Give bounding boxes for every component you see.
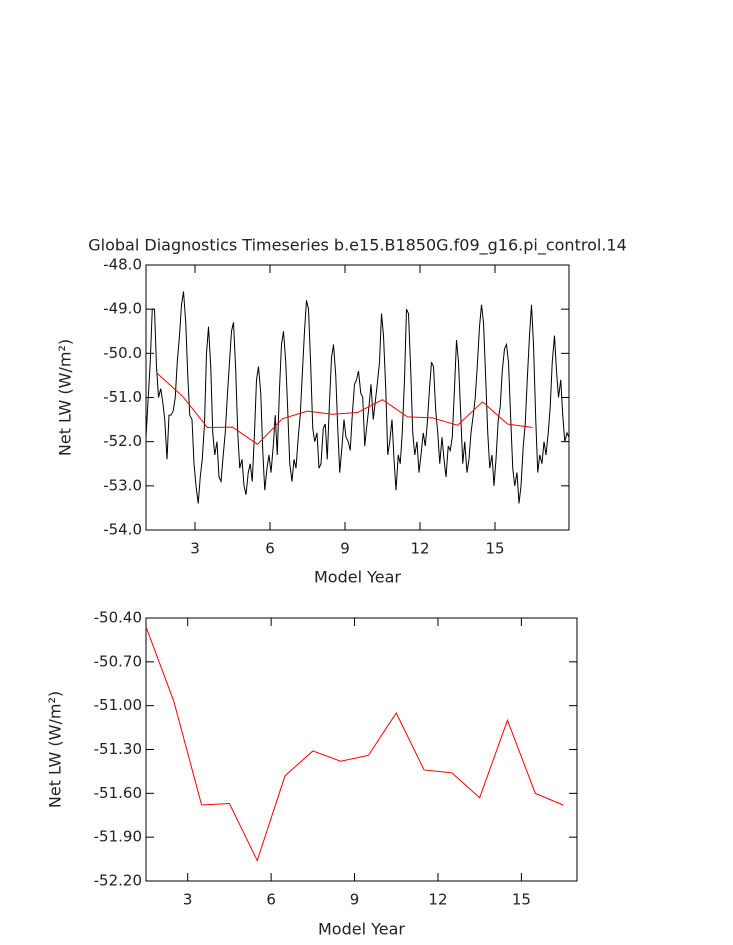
x-axis-label: Model Year — [314, 568, 401, 587]
y-tick-label: -51.00 — [94, 696, 142, 714]
x-tick-label: 3 — [190, 540, 200, 558]
y-tick-label: -53.0 — [103, 476, 142, 494]
x-tick-label: 9 — [350, 891, 360, 909]
x-tick-label: 12 — [428, 891, 447, 909]
x-tick-label: 15 — [512, 891, 531, 909]
y-axis-label: Net LW (W/m²) — [46, 691, 65, 808]
x-tick-label: 3 — [183, 891, 193, 909]
y-tick-label: -51.30 — [94, 740, 142, 758]
y-tick-label: -50.40 — [94, 609, 142, 627]
x-tick-label: 12 — [410, 540, 429, 558]
x-tick-label: 15 — [485, 540, 504, 558]
y-tick-label: -52.0 — [103, 432, 142, 450]
x-tick-label: 9 — [340, 540, 350, 558]
y-tick-label: -51.0 — [103, 388, 142, 406]
y-tick-label: -51.60 — [94, 784, 142, 802]
x-axis-label: Model Year — [318, 920, 405, 939]
y-tick-label: -51.90 — [94, 828, 142, 846]
y-tick-label: -50.0 — [103, 344, 142, 362]
plot-frame — [145, 617, 578, 882]
y-axis-label: Net LW (W/m²) — [56, 339, 75, 456]
y-tick-label: -54.0 — [103, 521, 142, 539]
data-line — [157, 373, 533, 445]
x-tick-label: 6 — [266, 891, 276, 909]
y-tick-label: -48.0 — [103, 256, 142, 274]
data-line — [145, 291, 570, 504]
x-tick-label: 6 — [265, 540, 275, 558]
y-tick-label: -49.0 — [103, 300, 142, 318]
plot-frame — [145, 264, 570, 531]
data-line — [145, 626, 564, 862]
chart-title: Global Diagnostics Timeseries b.e15.B185… — [88, 236, 627, 256]
y-tick-label: -50.70 — [94, 652, 142, 670]
y-tick-label: -52.20 — [94, 872, 142, 890]
